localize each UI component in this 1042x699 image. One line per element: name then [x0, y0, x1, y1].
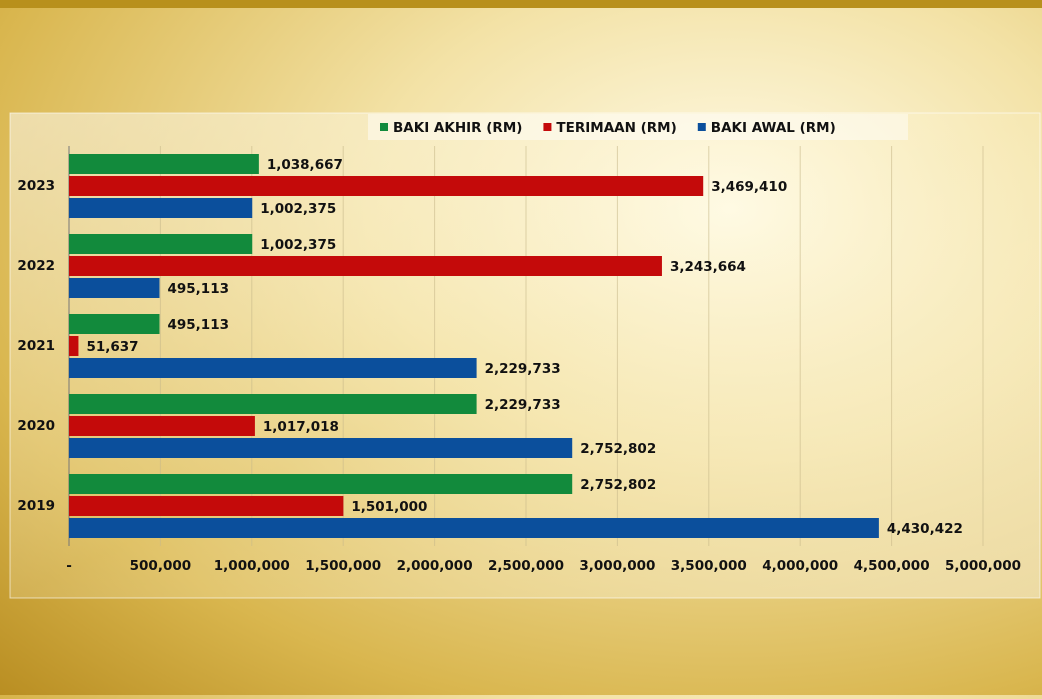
bar	[69, 198, 252, 218]
bar	[69, 496, 343, 516]
value-label: 51,637	[86, 339, 138, 355]
legend-swatch	[380, 123, 388, 131]
y-tick-label: 2021	[17, 338, 55, 354]
x-tick-label: 2,500,000	[488, 558, 564, 574]
bar	[69, 336, 78, 356]
value-label: 1,002,375	[260, 201, 336, 217]
value-label: 2,752,802	[580, 477, 656, 493]
bar	[69, 438, 572, 458]
legend-swatch	[698, 123, 706, 131]
bar	[69, 278, 160, 298]
value-label: 1,501,000	[351, 499, 427, 515]
legend-label: TERIMAAN (RM)	[556, 120, 676, 136]
x-tick-label: 2,000,000	[397, 558, 473, 574]
bar	[69, 154, 259, 174]
bar	[69, 256, 662, 276]
bar	[69, 176, 703, 196]
bar	[69, 358, 477, 378]
x-tick-label: 3,500,000	[671, 558, 747, 574]
value-label: 2,752,802	[580, 441, 656, 457]
value-label: 2,229,733	[485, 361, 561, 377]
bar	[69, 518, 879, 538]
value-label: 2,229,733	[485, 397, 561, 413]
x-tick-label: 4,500,000	[854, 558, 930, 574]
y-tick-label: 2023	[17, 178, 55, 194]
value-label: 1,038,667	[267, 157, 343, 173]
value-label: 1,002,375	[260, 237, 336, 253]
value-label: 3,469,410	[711, 179, 787, 195]
y-tick-label: 2019	[17, 498, 55, 514]
value-label: 495,113	[168, 281, 230, 297]
x-tick-label: 5,000,000	[945, 558, 1021, 574]
value-label: 3,243,664	[670, 259, 746, 275]
legend-swatch	[543, 123, 551, 131]
top-border	[0, 0, 1042, 8]
chart: - 500,000 1,000,000 1,500,000 2,000,000 2,500…	[0, 0, 1042, 695]
value-label: 1,017,018	[263, 419, 339, 435]
value-label: 495,113	[168, 317, 230, 333]
legend-label: BAKI AKHIR (RM)	[393, 120, 522, 136]
bar	[69, 394, 477, 414]
legend-label: BAKI AWAL (RM)	[711, 120, 836, 136]
x-tick-label: 3,000,000	[579, 558, 655, 574]
value-label: 4,430,422	[887, 521, 963, 537]
bar	[69, 234, 252, 254]
x-tick-label: 1,500,000	[305, 558, 381, 574]
x-tick-label: -	[66, 558, 72, 574]
y-tick-label: 2020	[17, 418, 55, 434]
bar	[69, 474, 572, 494]
y-tick-label: 2022	[17, 258, 55, 274]
x-tick-label: 4,000,000	[762, 558, 838, 574]
x-tick-label: 1,000,000	[214, 558, 290, 574]
x-tick-label: 500,000	[130, 558, 192, 574]
bar	[69, 314, 160, 334]
bar	[69, 416, 255, 436]
